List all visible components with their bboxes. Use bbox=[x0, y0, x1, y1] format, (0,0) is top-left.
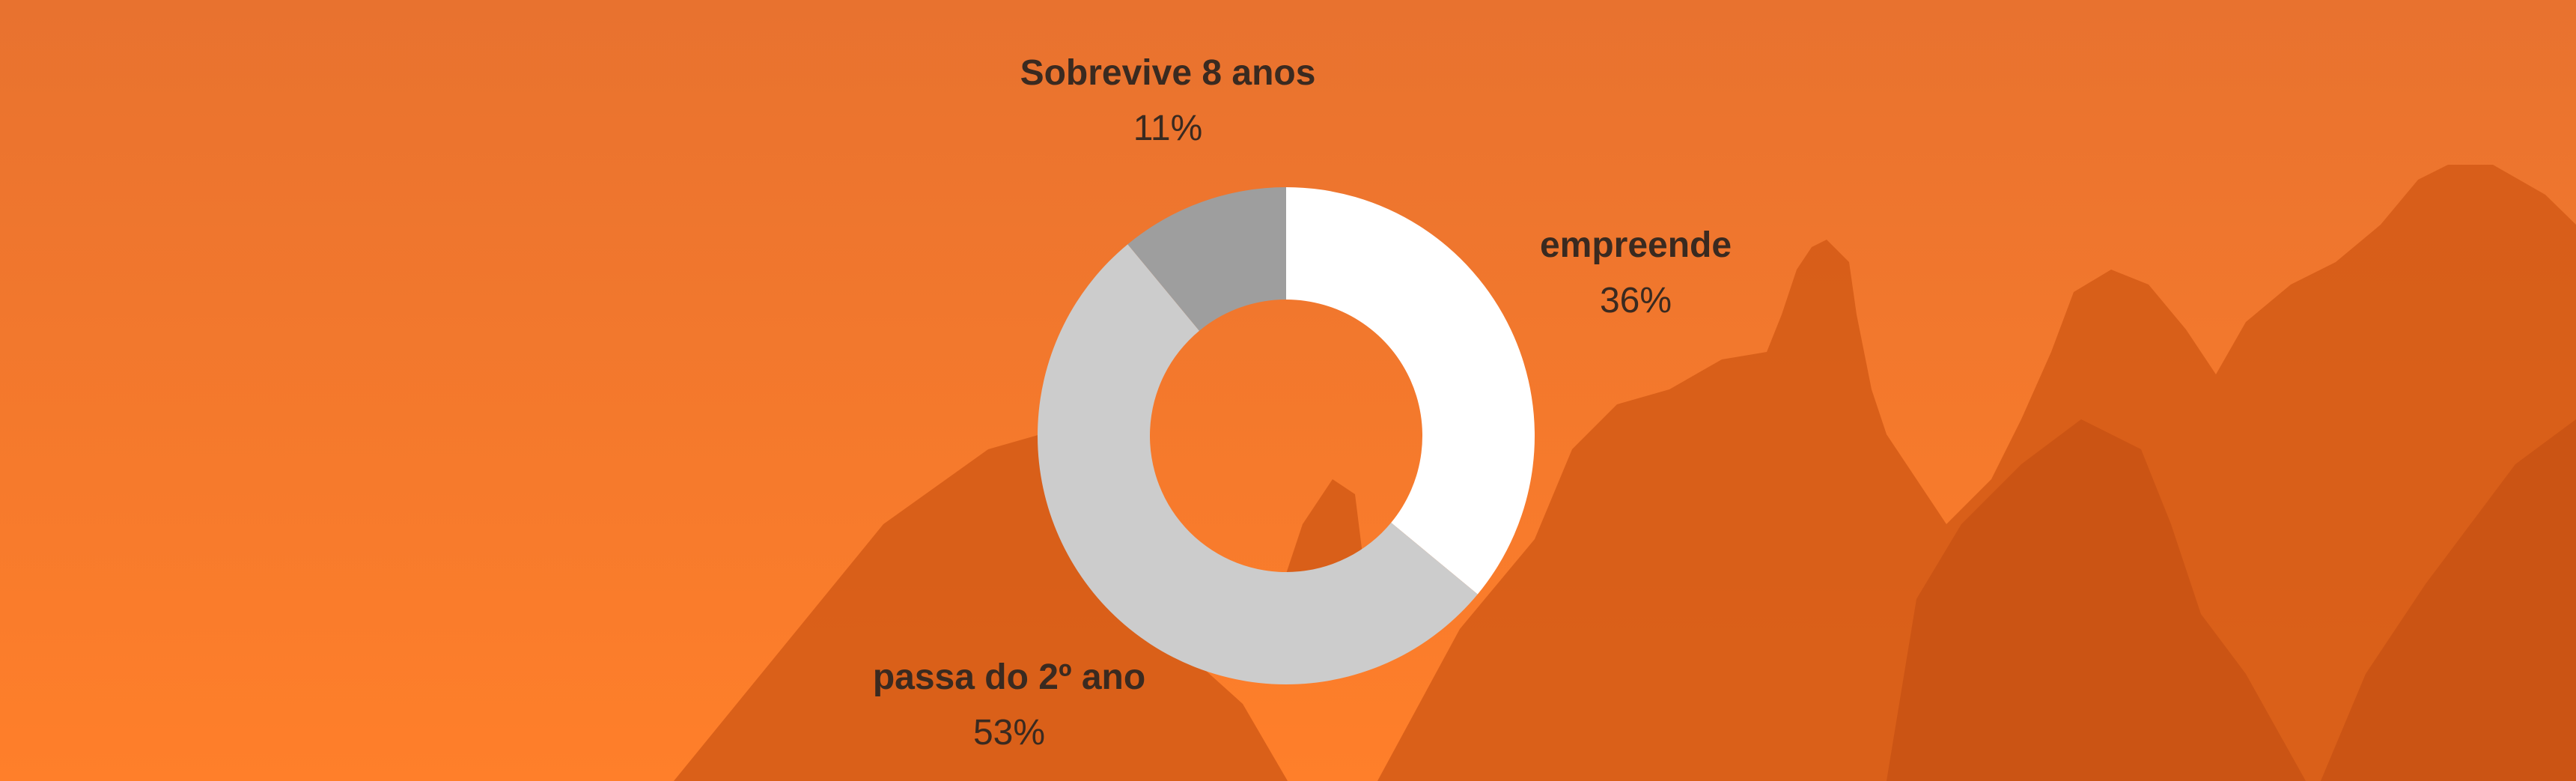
slice-value-passa-do-2-ano: 53% bbox=[973, 713, 1045, 753]
mountain-left-peak bbox=[674, 434, 1288, 781]
donut-slices bbox=[1037, 187, 1535, 685]
slice-label-empreende: empreende bbox=[1540, 225, 1732, 265]
donut-slice-sobrevive-8-anos bbox=[1127, 187, 1286, 331]
mountain-shadow bbox=[1887, 419, 2306, 781]
slice-value-sobrevive-8-anos: 11% bbox=[1133, 109, 1203, 148]
slice-label-passa-do-2-ano: passa do 2º ano bbox=[873, 657, 1145, 697]
mountain-right-shadow bbox=[2321, 419, 2576, 781]
slice-labels: empreende 36% passa do 2º ano 53% Sobrev… bbox=[873, 53, 1732, 753]
donut-slice-passa-do-2-ano bbox=[1037, 244, 1478, 685]
slice-value-empreende: 36% bbox=[1600, 281, 1672, 320]
slice-label-sobrevive-8-anos: Sobrevive 8 anos bbox=[1020, 53, 1316, 93]
donut-slice-empreende bbox=[1286, 187, 1535, 595]
mountain-main-range bbox=[1377, 165, 2576, 781]
